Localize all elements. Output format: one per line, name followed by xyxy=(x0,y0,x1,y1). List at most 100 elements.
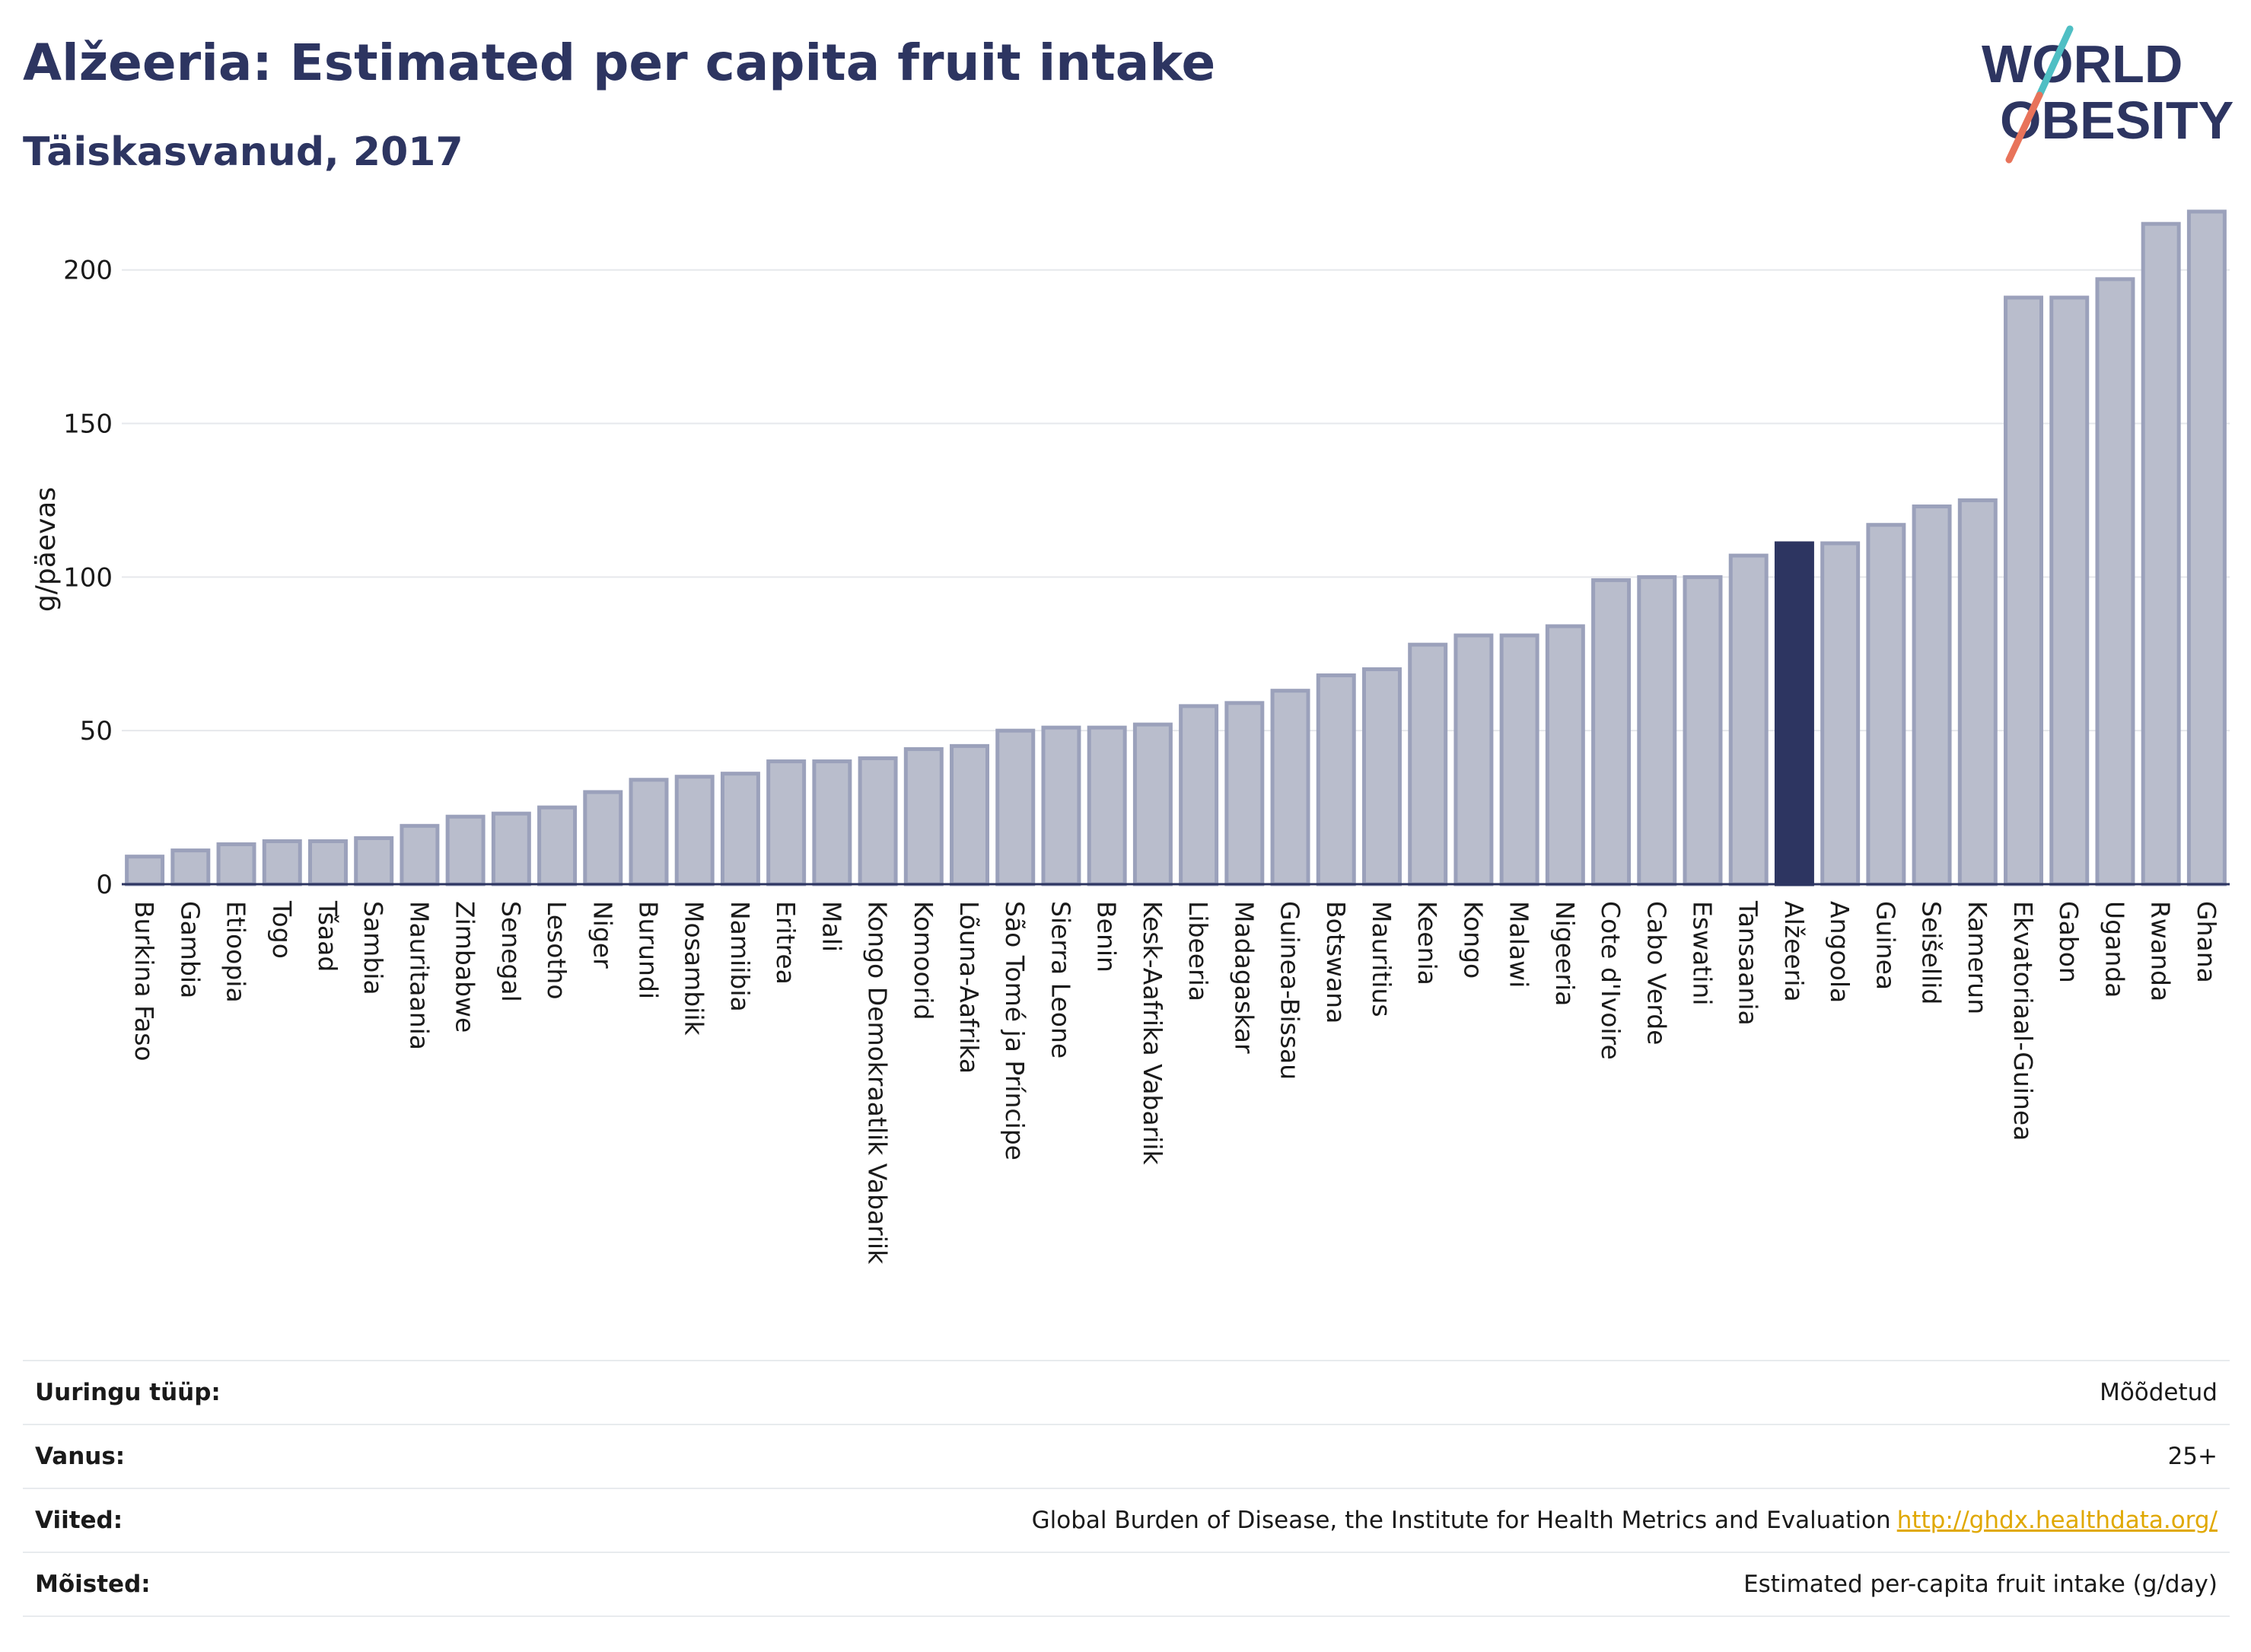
bar-41[interactable] xyxy=(2004,295,2044,886)
bar-7[interactable] xyxy=(445,814,486,886)
bar-19[interactable] xyxy=(995,728,1036,886)
x-tick-label: Rwanda xyxy=(2146,901,2176,1001)
bar-5[interactable] xyxy=(354,836,394,886)
meta-row: Mõisted: Estimated per-capita fruit intak… xyxy=(23,1552,2230,1617)
x-tick-label: Senegal xyxy=(496,901,526,1002)
bar-22[interactable] xyxy=(1132,722,1173,886)
bar-32[interactable] xyxy=(1591,578,1632,886)
bar-25[interactable] xyxy=(1270,689,1310,886)
meta-value: Mõõdetud xyxy=(2100,1379,2218,1406)
x-tick-label: Nigeeria xyxy=(1550,901,1580,1006)
bar-3[interactable] xyxy=(262,839,302,886)
meta-value-text: Mõõdetud xyxy=(2100,1379,2218,1406)
meta-label: Viited: xyxy=(35,1507,123,1534)
x-tick-label: Gabon xyxy=(2054,901,2084,983)
bar-44[interactable] xyxy=(2141,221,2181,886)
x-tick-label: Tšaad xyxy=(313,900,342,972)
x-tick-label: Sambia xyxy=(358,901,388,995)
x-tick-label: Angoola xyxy=(1825,901,1855,1003)
bar-18[interactable] xyxy=(950,743,990,886)
meta-value-text: Estimated per-capita fruit intake (g/day… xyxy=(1743,1571,2218,1598)
bar-11[interactable] xyxy=(629,778,669,886)
bar-43[interactable] xyxy=(2095,277,2135,886)
world-obesity-logo: WORLD OBESITY xyxy=(1982,25,2233,164)
x-tick-label: Mosambiik xyxy=(680,901,709,1036)
bar-20[interactable] xyxy=(1041,725,1081,886)
bar-37[interactable] xyxy=(1820,541,1861,886)
bar-34[interactable] xyxy=(1683,575,1723,886)
x-tick-label: Mauritaania xyxy=(404,901,434,1050)
x-tick-label: Cote d'Ivoire xyxy=(1596,901,1625,1060)
bar-30[interactable] xyxy=(1499,633,1539,886)
meta-label: Uuringu tüüp: xyxy=(35,1379,221,1406)
x-tick-label: Guinea xyxy=(1871,901,1900,990)
x-tick-label: Komoorid xyxy=(909,901,938,1020)
x-tick-label: Mauritius xyxy=(1367,901,1396,1017)
bar-28[interactable] xyxy=(1408,642,1448,886)
meta-row: Vanus: 25+ xyxy=(23,1424,2230,1488)
x-tick-label: Libeeria xyxy=(1183,901,1213,1001)
x-tick-label: Lõuna-Aafrika xyxy=(954,901,984,1074)
x-tick-label: Namiibia xyxy=(725,901,755,1012)
bar-10[interactable] xyxy=(583,790,623,886)
y-tick-label: 0 xyxy=(96,870,113,900)
bar-38[interactable] xyxy=(1866,523,1906,886)
bar-8[interactable] xyxy=(491,811,531,886)
bar-40[interactable] xyxy=(1957,498,1998,886)
x-tick-label: Alžeeria xyxy=(1779,901,1809,1002)
meta-value-text: 25+ xyxy=(2167,1443,2218,1470)
bar-26[interactable] xyxy=(1316,673,1356,886)
meta-label: Vanus: xyxy=(35,1443,126,1470)
bars xyxy=(125,209,2227,886)
x-tick-label: Burkina Faso xyxy=(129,901,159,1062)
x-tick-label: Kamerun xyxy=(1963,901,1992,1014)
bar-39[interactable] xyxy=(1912,505,1952,886)
bar-24[interactable] xyxy=(1224,701,1265,886)
chart-title: Alžeeria: Estimated per capita fruit int… xyxy=(23,33,1216,92)
x-tick-label: Eswatini xyxy=(1688,901,1718,1005)
x-tick-label: Burundi xyxy=(634,901,664,999)
bar-42[interactable] xyxy=(2049,295,2090,886)
bar-29[interactable] xyxy=(1453,633,1494,886)
bar-14[interactable] xyxy=(766,759,807,886)
bar-35[interactable] xyxy=(1728,553,1769,886)
x-tick-label: Guinea-Bissau xyxy=(1275,901,1305,1080)
bar-23[interactable] xyxy=(1179,704,1219,886)
bar-36[interactable] xyxy=(1774,541,1814,886)
bar-33[interactable] xyxy=(1637,575,1677,886)
x-tick-label: Benin xyxy=(1092,901,1122,972)
bar-16[interactable] xyxy=(858,756,898,886)
meta-label: Mõisted: xyxy=(35,1571,151,1598)
x-tick-label: Keenia xyxy=(1412,901,1442,985)
logo-text-world: WORLD xyxy=(1982,34,2183,94)
x-tick-label: Kongo xyxy=(1458,901,1488,979)
bar-45[interactable] xyxy=(2186,209,2227,886)
bar-2[interactable] xyxy=(216,842,256,886)
y-tick-label: 50 xyxy=(80,716,113,746)
meta-row: Uuringu tüüp: Mõõdetud xyxy=(23,1360,2230,1424)
meta-value: Global Burden of Disease, the Institute … xyxy=(1032,1507,2218,1534)
bar-21[interactable] xyxy=(1087,725,1127,886)
bar-13[interactable] xyxy=(720,772,760,886)
y-tick-label: 100 xyxy=(63,562,113,593)
bar-0[interactable] xyxy=(125,855,165,886)
bar-9[interactable] xyxy=(537,805,578,886)
x-tick-label: Etioopia xyxy=(221,901,251,1003)
bar-1[interactable] xyxy=(170,848,211,886)
bar-31[interactable] xyxy=(1545,624,1585,886)
bar-4[interactable] xyxy=(307,839,348,886)
bar-27[interactable] xyxy=(1361,667,1402,886)
y-axis-label: g/päevas xyxy=(30,487,62,612)
bar-15[interactable] xyxy=(812,759,852,886)
x-tick-label: São Tomé ja Príncipe xyxy=(1000,901,1030,1160)
x-tick-label: Kesk-Aafrika Vabariik xyxy=(1138,901,1167,1165)
y-tick-label: 150 xyxy=(63,409,113,440)
source-link[interactable]: http://ghdx.healthdata.org/ xyxy=(1896,1507,2218,1534)
bar-17[interactable] xyxy=(903,746,944,886)
meta-value: 25+ xyxy=(2168,1443,2218,1470)
x-tick-label: Kongo Demokraatlik Vabariik xyxy=(863,901,893,1265)
logo-slash-top xyxy=(2036,25,2074,99)
bar-12[interactable] xyxy=(674,775,715,886)
x-tick-label: Malawi xyxy=(1504,901,1534,988)
bar-6[interactable] xyxy=(400,823,440,886)
